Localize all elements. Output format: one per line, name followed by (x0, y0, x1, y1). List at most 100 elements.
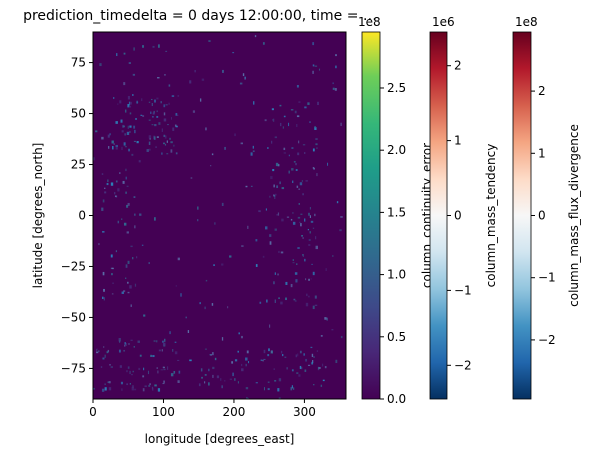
heatmap-speckle (211, 153, 214, 156)
heatmap-speckle (190, 177, 193, 179)
heatmap-speckle (307, 228, 310, 231)
heatmap-speckle (198, 383, 201, 387)
heatmap-speckle (335, 54, 338, 57)
heatmap-speckle (274, 380, 277, 382)
heatmap-speckle (120, 119, 123, 123)
heatmap-speckle (277, 388, 280, 392)
heatmap-speckle (126, 231, 129, 234)
heatmap-speckle (133, 346, 135, 348)
heatmap-speckle (224, 380, 226, 382)
heatmap-speckle (298, 188, 301, 190)
colorbar-tick-label: −2 (538, 333, 556, 347)
heatmap-speckle (102, 296, 104, 299)
heatmap-speckle (155, 146, 158, 148)
heatmap-speckle (292, 221, 296, 225)
heatmap-speckle (129, 125, 132, 128)
heatmap-speckle (316, 350, 319, 352)
heatmap-speckle (339, 229, 342, 232)
heatmap-speckle (141, 244, 144, 246)
heatmap-speckle (334, 88, 337, 91)
heatmap-speckle (121, 146, 123, 151)
heatmap-speckle (148, 148, 151, 151)
heatmap-speckle (134, 388, 137, 391)
heatmap-speckle (125, 176, 127, 180)
heatmap-speckle (246, 397, 248, 399)
heatmap-speckle (314, 126, 316, 128)
x-axis: 0 100 200 300 (89, 399, 316, 419)
heatmap-speckle (130, 373, 133, 376)
x-tick-label: 300 (293, 405, 316, 419)
heatmap-speckle (234, 133, 236, 137)
heatmap-speckle (307, 102, 310, 105)
heatmap-speckle (312, 305, 315, 310)
heatmap-speckle (316, 173, 318, 177)
heatmap-speckle (132, 256, 134, 260)
heatmap-speckle (161, 349, 163, 352)
heatmap-speckle (326, 317, 328, 321)
heatmap-speckle (310, 278, 312, 280)
heatmap-speckle (108, 381, 111, 384)
heatmap-speckle (290, 283, 293, 288)
heatmap-speckle (129, 101, 133, 105)
heatmap-speckle (234, 378, 236, 381)
heatmap-speckle (153, 110, 155, 114)
heatmap-speckle (281, 187, 285, 190)
heatmap-speckle (224, 146, 226, 150)
heatmap-speckle (216, 375, 220, 379)
heatmap-speckle (239, 82, 243, 85)
heatmap-speckle (271, 350, 273, 353)
heatmap-speckle (312, 166, 315, 169)
colorbar-mass-flux-divergence-gradient (512, 31, 532, 400)
heatmap-speckle (129, 130, 131, 134)
heatmap-speckle (325, 268, 327, 272)
heatmap-speckle (126, 281, 129, 284)
heatmap-speckle (297, 216, 301, 219)
heatmap-speckle (104, 387, 107, 391)
heatmap-speckle (294, 110, 297, 114)
heatmap-speckle (210, 165, 212, 167)
heatmap-speckle (138, 160, 141, 163)
heatmap-speckle (213, 264, 215, 266)
heatmap-speckle (164, 74, 166, 76)
heatmap-speckle (131, 153, 134, 156)
heatmap-speckle (245, 185, 248, 188)
heatmap-speckle (185, 316, 187, 319)
colorbar-mass-tendency-label: column_mass_tendency (484, 144, 498, 288)
colorbar-tick-label: 1 (454, 134, 462, 148)
heatmap-speckle (278, 397, 281, 399)
heatmap-speckle (286, 216, 290, 218)
heatmap-speckle (192, 110, 196, 113)
heatmap-speckle (290, 218, 293, 221)
heatmap-speckle (300, 223, 302, 227)
heatmap-speckle (115, 121, 118, 124)
heatmap-speckle (221, 202, 224, 207)
heatmap-speckle (308, 244, 311, 246)
heatmap-speckle (229, 378, 233, 380)
heatmap-speckle (246, 397, 250, 399)
heatmap-speckle (197, 206, 199, 210)
heatmap-speckle (207, 382, 210, 386)
heatmap-speckle (155, 340, 158, 343)
heatmap-speckle (331, 329, 334, 331)
heatmap-speckle (158, 122, 161, 125)
heatmap-speckle (148, 262, 150, 265)
heatmap-speckle (240, 142, 244, 145)
colorbar-mass-tendency: 1e6 column_mass_tendency −2 −1 0 1 2 (429, 15, 498, 400)
heatmap-speckle (141, 98, 143, 102)
heatmap-speckle (163, 366, 165, 369)
heatmap-speckle (117, 188, 120, 192)
heatmap-speckle (194, 69, 196, 73)
heatmap-speckle (106, 351, 109, 354)
heatmap-speckle (148, 384, 151, 387)
heatmap-speckle (132, 370, 134, 373)
heatmap-speckle (177, 95, 180, 97)
heatmap-speckle (103, 297, 105, 301)
heatmap-speckle (283, 152, 286, 154)
heatmap-speckle (314, 213, 316, 217)
heatmap-speckle (107, 179, 109, 183)
heatmap-speckle (100, 366, 103, 368)
heatmap-speckle (291, 147, 294, 149)
heatmap-speckle (324, 366, 327, 369)
heatmap-speckle (189, 80, 192, 84)
heatmap-speckle (157, 370, 159, 374)
